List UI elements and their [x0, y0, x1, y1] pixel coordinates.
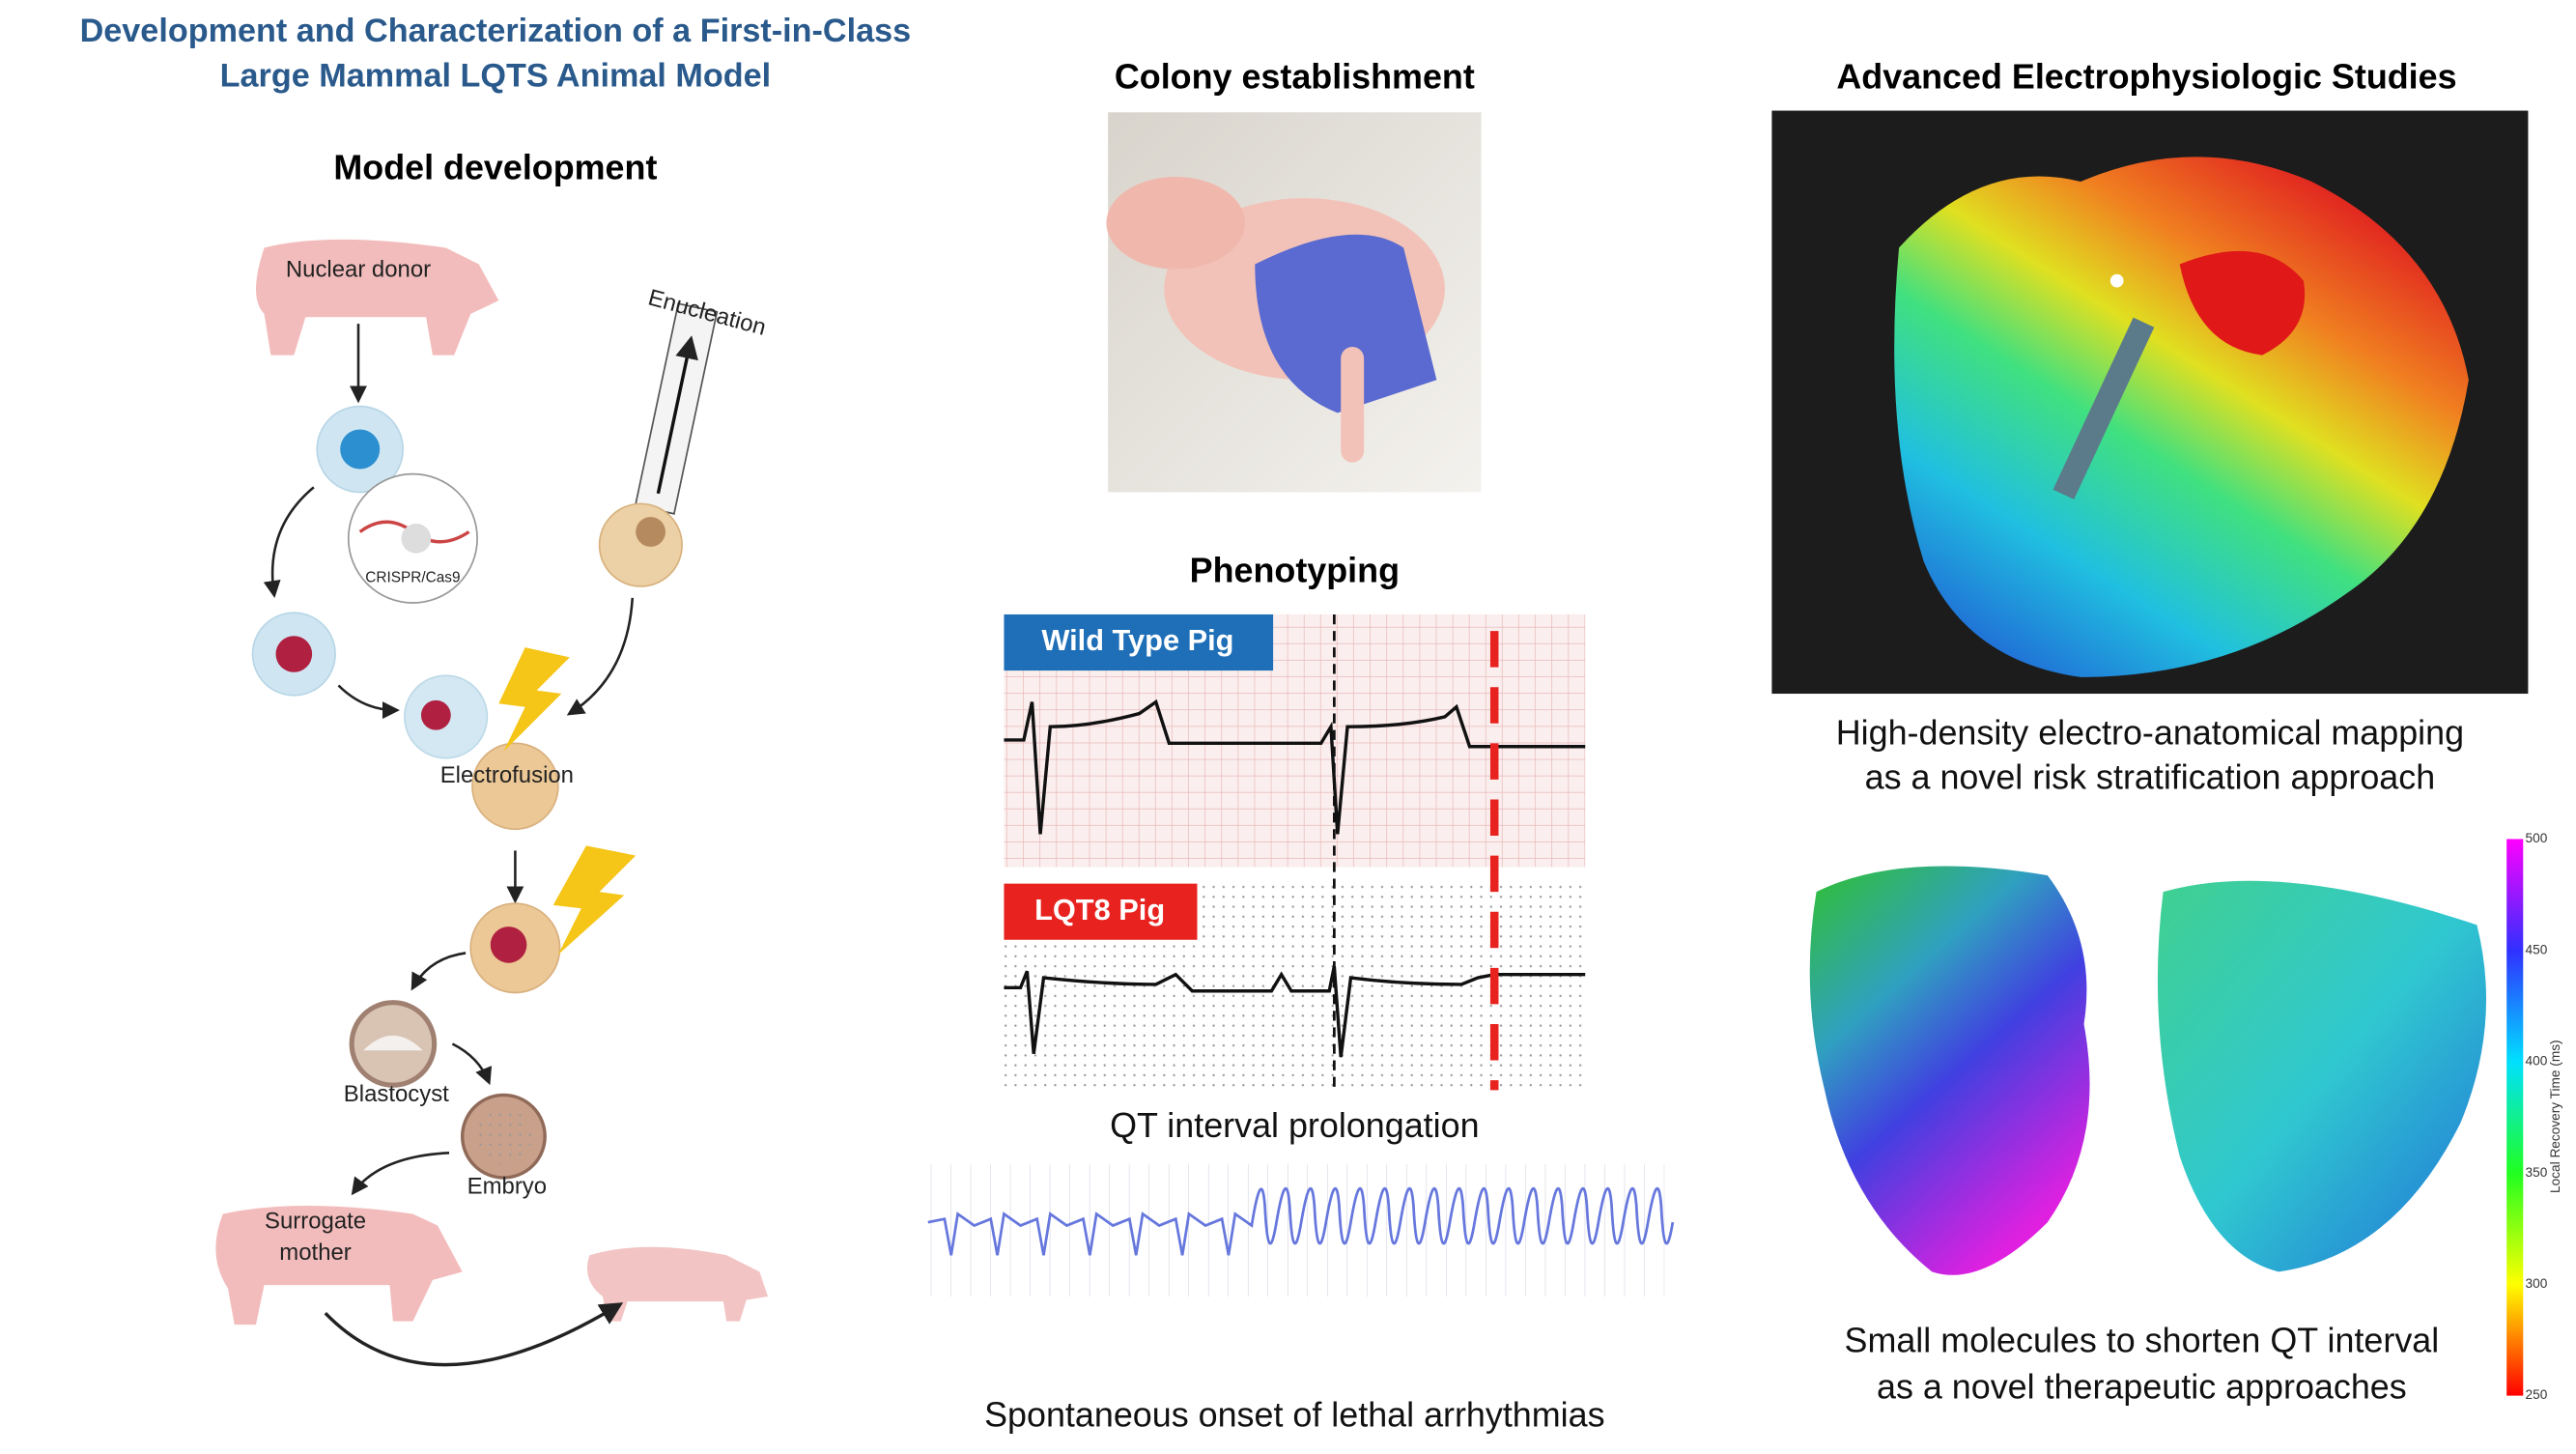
- title-line: Large Mammal LQTS Animal Model: [220, 57, 772, 94]
- colorbar-tick-label: 300: [2526, 1276, 2548, 1291]
- label: Blastocyst: [344, 1081, 449, 1107]
- colorbar-tick-label: 400: [2526, 1054, 2548, 1069]
- oocyte: [598, 502, 683, 587]
- arrow: [263, 486, 315, 599]
- nucleus: [275, 636, 313, 672]
- label: LQT8 Pig: [1034, 893, 1165, 927]
- colorbar-label: Local Recovery Time (ms): [2548, 1040, 2562, 1193]
- heading: Phenotyping: [1190, 552, 1400, 590]
- lightning: [552, 845, 637, 955]
- label-box: [1004, 613, 1274, 671]
- label: Surrogate: [265, 1208, 366, 1234]
- heading: Advanced Electrophysiologic Studies: [1836, 58, 2456, 97]
- caption: Small molecules to shorten QT interval: [1845, 1321, 2440, 1359]
- embryo-cells: [475, 1108, 532, 1165]
- arrow: [324, 1302, 624, 1367]
- oocyte: [471, 742, 559, 831]
- electroanatomical-map: [1771, 110, 2529, 695]
- label: Electrofusion: [440, 762, 574, 788]
- label: Nuclear donor: [286, 257, 431, 283]
- heading: Model development: [333, 149, 657, 187]
- title-line: Development and Characterization of a Fi…: [80, 13, 912, 49]
- model-development: Model development Nuclear donor CRISPR/C…: [215, 149, 769, 1367]
- piglet-photo: [1106, 112, 1482, 493]
- pipette: [634, 302, 719, 515]
- cas9: [401, 523, 432, 554]
- pig-icon: [256, 239, 499, 356]
- pig-icon: [215, 1206, 463, 1326]
- caption: as a novel risk stratification approach: [1865, 757, 2436, 796]
- heart-before: [1809, 866, 2090, 1275]
- colorbar-tick-label: 500: [2526, 831, 2548, 845]
- arrhythmia-trace: [927, 1186, 1675, 1256]
- arrow: [351, 1152, 450, 1196]
- caption: as a novel therapeutic approaches: [1877, 1367, 2407, 1406]
- label: mother: [279, 1240, 351, 1266]
- nucleus: [636, 517, 665, 547]
- colorbar-ticks: 250 300 350 400 450 500: [2526, 831, 2548, 1402]
- nucleus: [490, 927, 527, 963]
- caption: High-density electro-anatomical mapping: [1836, 713, 2464, 752]
- caption: Spontaneous onset of lethal arrhythmias: [984, 1395, 1604, 1434]
- colorbar-tick-label: 250: [2526, 1387, 2548, 1402]
- label-box: [1004, 883, 1198, 940]
- nucleus: [420, 699, 451, 730]
- label: Embryo: [467, 1174, 547, 1200]
- caption: QT interval prolongation: [1110, 1106, 1479, 1145]
- heading: Colony establishment: [1115, 58, 1475, 97]
- piglet-icon: [586, 1246, 768, 1322]
- colorbar-tick-label: 450: [2526, 942, 2548, 956]
- lightning: [498, 647, 570, 752]
- ecg-trace: [1004, 698, 1586, 835]
- heart-after: [2157, 880, 2487, 1272]
- arrow: [337, 684, 400, 720]
- ecg-trace: [1004, 965, 1586, 1058]
- label: CRISPR/Cas9: [365, 569, 460, 585]
- colorbar: [2506, 839, 2524, 1396]
- arrow: [410, 952, 467, 991]
- nucleus: [340, 429, 381, 470]
- blastocyst-inner: [363, 1035, 423, 1051]
- arrhythmia-strip: [924, 1164, 1665, 1297]
- arrow: [566, 597, 635, 716]
- label: Wild Type Pig: [1041, 623, 1233, 657]
- arrow: [451, 1042, 493, 1086]
- colorbar-tick-label: 350: [2526, 1165, 2548, 1180]
